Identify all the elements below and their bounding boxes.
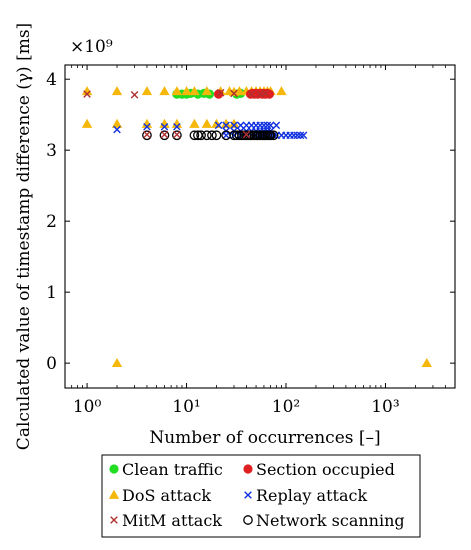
point-network-scanning: [196, 130, 206, 141]
point-network-scanning: [268, 130, 279, 141]
point-mitm-attack: [230, 89, 238, 98]
point-replay-attack: [272, 121, 281, 130]
point-network-scanning: [231, 130, 242, 141]
point-network-scanning: [142, 130, 152, 141]
point-dos-attack: [201, 86, 213, 96]
point-replay-attack: [290, 131, 298, 140]
y-axis-label: Calculated value of timestamp difference…: [14, 23, 34, 450]
point-dos-attack: [276, 86, 287, 96]
legend-label-dos-attack: DoS attack: [122, 486, 211, 505]
point-mitm-attack: [247, 90, 256, 98]
point-replay-attack: [160, 122, 169, 131]
point-dos-attack: [159, 86, 170, 96]
legend-marker-mitm-attack: [110, 516, 118, 524]
point-dos-attack: [421, 357, 432, 368]
legend-marker-dos-attack: [108, 489, 120, 499]
point-replay-attack: [222, 121, 230, 130]
point-dos-attack: [111, 118, 123, 128]
y-tick-label: 3: [46, 141, 57, 161]
point-replay-attack: [299, 131, 308, 140]
point-replay-attack: [260, 121, 268, 130]
point-network-scanning: [211, 130, 222, 141]
point-replay-attack: [173, 122, 181, 131]
point-mitm-attack: [261, 89, 270, 98]
point-replay-attack: [263, 121, 272, 130]
point-network-scanning: [201, 130, 212, 141]
point-mitm-attack: [216, 88, 225, 97]
point-dos-attack: [189, 118, 200, 128]
point-mitm-attack: [130, 91, 139, 99]
point-dos-attack: [220, 118, 232, 128]
point-mitm-attack: [143, 130, 151, 139]
y-multiplier-label: ×10⁹: [70, 37, 113, 57]
x-tick-label: 10¹: [172, 397, 200, 417]
plot-area: [81, 86, 432, 368]
legend-label-clean-traffic: Clean traffic: [122, 460, 223, 479]
point-dos-attack: [81, 86, 93, 96]
point-dos-attack: [228, 118, 240, 128]
point-dos-attack: [111, 357, 123, 368]
point-dos-attack: [171, 86, 183, 96]
point-replay-attack: [266, 121, 275, 130]
legend: Clean traffic Section occupied DoS attack R…: [101, 454, 421, 538]
point-dos-attack: [141, 118, 153, 128]
legend-marker-network-scanning: [243, 515, 253, 525]
legend-label-mitm-attack: MitM attack: [122, 511, 222, 530]
axes: 0 1 2 3 4 10⁰ 10¹ 10² 10³ ×10⁹ Number of occurrenc…: [14, 23, 456, 450]
point-replay-attack: [143, 122, 151, 131]
point-replay-attack: [214, 121, 223, 130]
x-tick-label: 10⁰: [73, 397, 102, 417]
plot-frame: [64, 64, 456, 389]
point-dos-attack: [189, 86, 200, 96]
point-dos-attack: [159, 118, 170, 128]
point-network-scanning: [207, 130, 217, 141]
legend-marker-section-occupied: [243, 464, 253, 474]
legend-label-section-occupied: Section occupied: [256, 460, 395, 479]
y-tick-label: 1: [46, 283, 57, 303]
point-mitm-attack: [160, 130, 169, 139]
point-network-scanning: [189, 130, 200, 141]
legend-marker-replay-attack: [244, 491, 252, 499]
point-mitm-attack: [83, 90, 91, 98]
point-dos-attack: [201, 118, 213, 128]
x-tick-label: 10²: [272, 397, 300, 417]
point-network-scanning: [159, 130, 170, 141]
legend-label-replay-attack: Replay attack: [256, 486, 367, 505]
x-axis-label: Number of occurrences [–]: [149, 428, 380, 448]
point-replay-attack: [236, 121, 245, 130]
y-tick-label: 4: [46, 70, 57, 90]
point-dos-attack: [141, 86, 153, 96]
point-network-scanning: [234, 130, 245, 141]
point-mitm-attack: [242, 130, 251, 139]
y-tick-label: 0: [46, 354, 57, 374]
legend-marker-clean-traffic: [109, 464, 119, 474]
point-replay-attack: [113, 125, 121, 134]
point-dos-attack: [181, 86, 192, 96]
point-dos-attack: [234, 86, 245, 96]
y-tick-label: 2: [46, 212, 57, 232]
point-network-scanning: [172, 130, 182, 141]
point-replay-attack: [293, 131, 302, 140]
point-replay-attack: [230, 121, 238, 130]
legend-label-network-scanning: Network scanning: [256, 511, 405, 530]
point-dos-attack: [81, 118, 93, 128]
point-mitm-attack: [173, 130, 181, 139]
legend-box: [101, 454, 421, 538]
point-dos-attack: [111, 86, 123, 96]
point-replay-attack: [296, 131, 305, 140]
x-tick-label: 10³: [371, 397, 399, 417]
point-network-scanning: [265, 130, 276, 141]
point-dos-attack: [171, 118, 183, 128]
